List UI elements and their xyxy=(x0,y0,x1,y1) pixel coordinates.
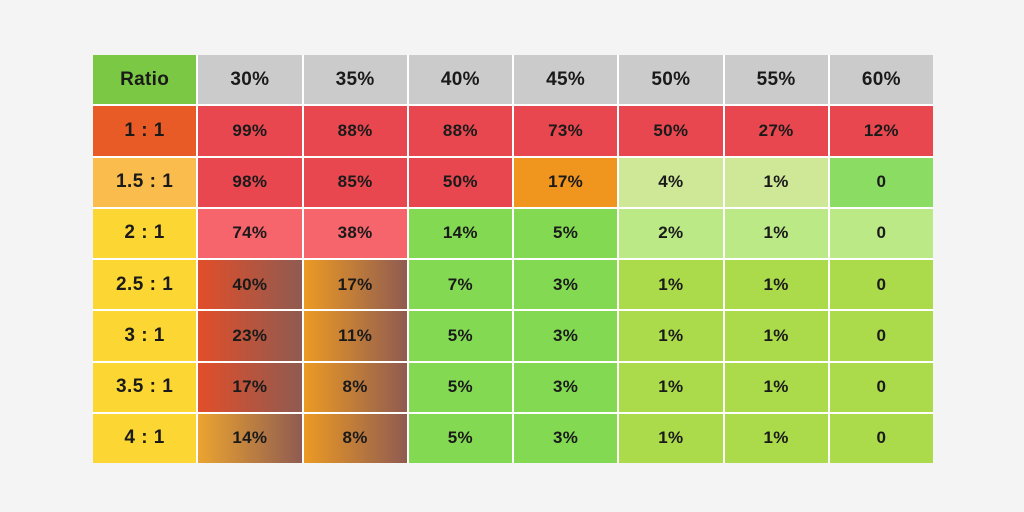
table-cell: 5% xyxy=(408,413,512,463)
table-cell: 7% xyxy=(408,260,512,310)
table-cell: 17% xyxy=(303,260,407,310)
table-cell: 50% xyxy=(408,157,512,207)
table-cell: 1% xyxy=(724,311,828,361)
row-label: 4 : 1 xyxy=(93,413,197,463)
table-cell: 74% xyxy=(198,208,302,258)
header-col-40: 40% xyxy=(408,55,512,105)
table-cell: 0 xyxy=(829,208,933,258)
table-cell: 5% xyxy=(408,362,512,412)
row-label: 3.5 : 1 xyxy=(93,362,197,412)
table-cell: 98% xyxy=(198,157,302,207)
table-cell: 27% xyxy=(724,106,828,156)
table-cell: 1% xyxy=(619,311,723,361)
table-cell: 3% xyxy=(514,362,618,412)
header-col-60: 60% xyxy=(829,55,933,105)
table-cell: 12% xyxy=(829,106,933,156)
table-cell: 3% xyxy=(514,260,618,310)
table-cell: 1% xyxy=(724,208,828,258)
ratio-table: Ratio 30% 35% 40% 45% 50% 55% 60% 1 : 1 99% 88% 88%… xyxy=(93,55,933,463)
table-cell: 0 xyxy=(829,362,933,412)
table-cell: 73% xyxy=(514,106,618,156)
row-label: 3 : 1 xyxy=(93,311,197,361)
table-cell: 0 xyxy=(829,157,933,207)
table-cell: 14% xyxy=(198,413,302,463)
table-cell: 4% xyxy=(619,157,723,207)
header-col-45: 45% xyxy=(514,55,618,105)
table-cell: 40% xyxy=(198,260,302,310)
table-cell: 0 xyxy=(829,260,933,310)
table-cell: 3% xyxy=(514,311,618,361)
table-cell: 1% xyxy=(724,157,828,207)
table-cell: 38% xyxy=(303,208,407,258)
table-cell: 23% xyxy=(198,311,302,361)
table-cell: 11% xyxy=(303,311,407,361)
table-cell: 5% xyxy=(514,208,618,258)
table-cell: 88% xyxy=(303,106,407,156)
table-cell: 88% xyxy=(408,106,512,156)
header-col-50: 50% xyxy=(619,55,723,105)
table-cell: 17% xyxy=(198,362,302,412)
table-cell: 8% xyxy=(303,362,407,412)
table-cell: 0 xyxy=(829,311,933,361)
row-label: 1 : 1 xyxy=(93,106,197,156)
header-col-55: 55% xyxy=(724,55,828,105)
table-cell: 1% xyxy=(724,413,828,463)
table-cell: 5% xyxy=(408,311,512,361)
header-ratio-cell: Ratio xyxy=(93,55,197,105)
table-cell: 1% xyxy=(619,260,723,310)
table-cell: 17% xyxy=(514,157,618,207)
table-cell: 14% xyxy=(408,208,512,258)
row-label: 2.5 : 1 xyxy=(93,260,197,310)
table-cell: 1% xyxy=(724,260,828,310)
table-cell: 85% xyxy=(303,157,407,207)
table-cell: 3% xyxy=(514,413,618,463)
header-col-35: 35% xyxy=(303,55,407,105)
table-cell: 0 xyxy=(829,413,933,463)
table-cell: 50% xyxy=(619,106,723,156)
row-label: 2 : 1 xyxy=(93,208,197,258)
table-cell: 1% xyxy=(724,362,828,412)
table-cell: 8% xyxy=(303,413,407,463)
table-cell: 2% xyxy=(619,208,723,258)
header-col-30: 30% xyxy=(198,55,302,105)
table-cell: 99% xyxy=(198,106,302,156)
table-cell: 1% xyxy=(619,362,723,412)
row-label: 1.5 : 1 xyxy=(93,157,197,207)
table-cell: 1% xyxy=(619,413,723,463)
